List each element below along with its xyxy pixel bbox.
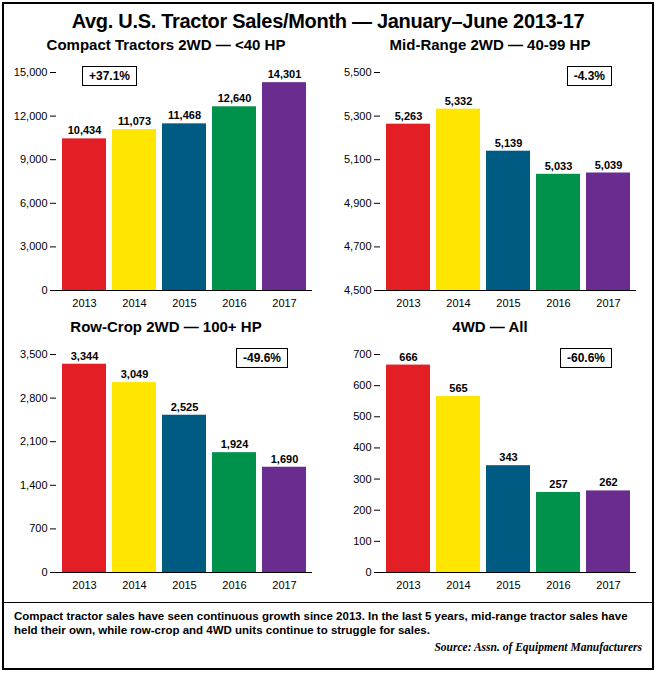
svg-text:4,900: 4,900 — [344, 197, 372, 209]
svg-text:700: 700 — [353, 348, 371, 360]
svg-text:12,640: 12,640 — [218, 92, 252, 104]
svg-text:3,000: 3,000 — [20, 240, 48, 252]
svg-text:1,924: 1,924 — [221, 438, 249, 450]
svg-text:3,500: 3,500 — [20, 348, 48, 360]
html-text:-49.6%: -49.6% — [243, 351, 281, 365]
svg-text:2013: 2013 — [72, 579, 96, 591]
svg-text:5,263: 5,263 — [395, 110, 423, 122]
svg-text:6,000: 6,000 — [20, 197, 48, 209]
svg-text:2017: 2017 — [272, 297, 296, 309]
svg-text:1,690: 1,690 — [271, 453, 299, 465]
svg-text:2017: 2017 — [596, 297, 620, 309]
svg-text:400: 400 — [353, 441, 371, 453]
svg-text:343: 343 — [499, 451, 517, 463]
svg-text:5,039: 5,039 — [595, 159, 623, 171]
svg-text:600: 600 — [353, 379, 371, 391]
svg-text:10,434: 10,434 — [68, 124, 103, 136]
svg-text:2014: 2014 — [446, 297, 470, 309]
html-text:4WD — All: 4WD — All — [452, 318, 528, 335]
svg-text:2017: 2017 — [272, 579, 296, 591]
svg-text:2,800: 2,800 — [20, 392, 48, 404]
html-text:+37.1%: +37.1% — [89, 69, 130, 83]
svg-text:300: 300 — [353, 473, 371, 485]
svg-text:2013: 2013 — [396, 579, 420, 591]
svg-text:100: 100 — [353, 535, 371, 547]
svg-text:2017: 2017 — [596, 579, 620, 591]
svg-text:2016: 2016 — [222, 579, 246, 591]
svg-text:2016: 2016 — [546, 297, 570, 309]
svg-text:2013: 2013 — [396, 297, 420, 309]
svg-text:0: 0 — [41, 284, 47, 296]
svg-text:14,301: 14,301 — [268, 68, 302, 80]
svg-text:500: 500 — [353, 410, 371, 422]
html-text:Row-Crop 2WD — 100+ HP: Row-Crop 2WD — 100+ HP — [70, 318, 262, 335]
svg-text:11,073: 11,073 — [118, 115, 151, 127]
svg-text:11,468: 11,468 — [168, 109, 201, 121]
svg-text:12,000: 12,000 — [14, 110, 48, 122]
svg-text:0: 0 — [41, 566, 47, 578]
svg-text:257: 257 — [549, 478, 567, 490]
svg-text:200: 200 — [353, 504, 371, 516]
svg-text:0: 0 — [365, 566, 371, 578]
html-text:Compact tractor sales have see: Compact tractor sales have seen continuo… — [14, 610, 628, 636]
svg-text:2014: 2014 — [122, 579, 146, 591]
svg-text:2015: 2015 — [496, 297, 520, 309]
svg-text:5,332: 5,332 — [445, 95, 473, 107]
svg-text:3,049: 3,049 — [121, 368, 149, 380]
svg-text:700: 700 — [29, 522, 47, 534]
svg-text:2015: 2015 — [172, 579, 196, 591]
svg-text:5,300: 5,300 — [344, 110, 372, 122]
svg-text:666: 666 — [399, 351, 417, 363]
svg-text:2013: 2013 — [72, 297, 96, 309]
svg-text:262: 262 — [599, 476, 617, 488]
svg-text:1,400: 1,400 — [20, 479, 48, 491]
html-text:Source: Assn. of Equipment Man: Source: Assn. of Equipment Manufacturers — [434, 641, 642, 653]
svg-text:3,344: 3,344 — [71, 350, 99, 362]
svg-text:9,000: 9,000 — [20, 153, 48, 165]
html-text:Mid-Range 2WD — 40-99 HP: Mid-Range 2WD — 40-99 HP — [389, 36, 591, 53]
svg-text:2015: 2015 — [496, 579, 520, 591]
svg-text:5,500: 5,500 — [344, 66, 372, 78]
svg-text:5,033: 5,033 — [545, 160, 573, 172]
svg-text:15,000: 15,000 — [14, 66, 48, 78]
svg-text:2016: 2016 — [222, 297, 246, 309]
html-text:-4.3%: -4.3% — [573, 69, 605, 83]
svg-text:2015: 2015 — [172, 297, 196, 309]
html-text:-60.6%: -60.6% — [567, 351, 605, 365]
svg-text:5,100: 5,100 — [344, 153, 372, 165]
svg-text:2,100: 2,100 — [20, 435, 48, 447]
svg-text:2016: 2016 — [546, 579, 570, 591]
svg-text:2014: 2014 — [446, 579, 470, 591]
svg-text:2014: 2014 — [122, 297, 146, 309]
svg-text:4,700: 4,700 — [344, 240, 372, 252]
svg-text:2,525: 2,525 — [171, 401, 199, 413]
svg-text:5,139: 5,139 — [495, 137, 523, 149]
html-text:Compact Tractors 2WD — <40 HP: Compact Tractors 2WD — <40 HP — [46, 36, 286, 53]
svg-text:4,500: 4,500 — [344, 284, 372, 296]
html-text:Avg. U.S. Tractor Sales/Month: Avg. U.S. Tractor Sales/Month — January–… — [71, 10, 585, 32]
svg-text:565: 565 — [449, 382, 467, 394]
